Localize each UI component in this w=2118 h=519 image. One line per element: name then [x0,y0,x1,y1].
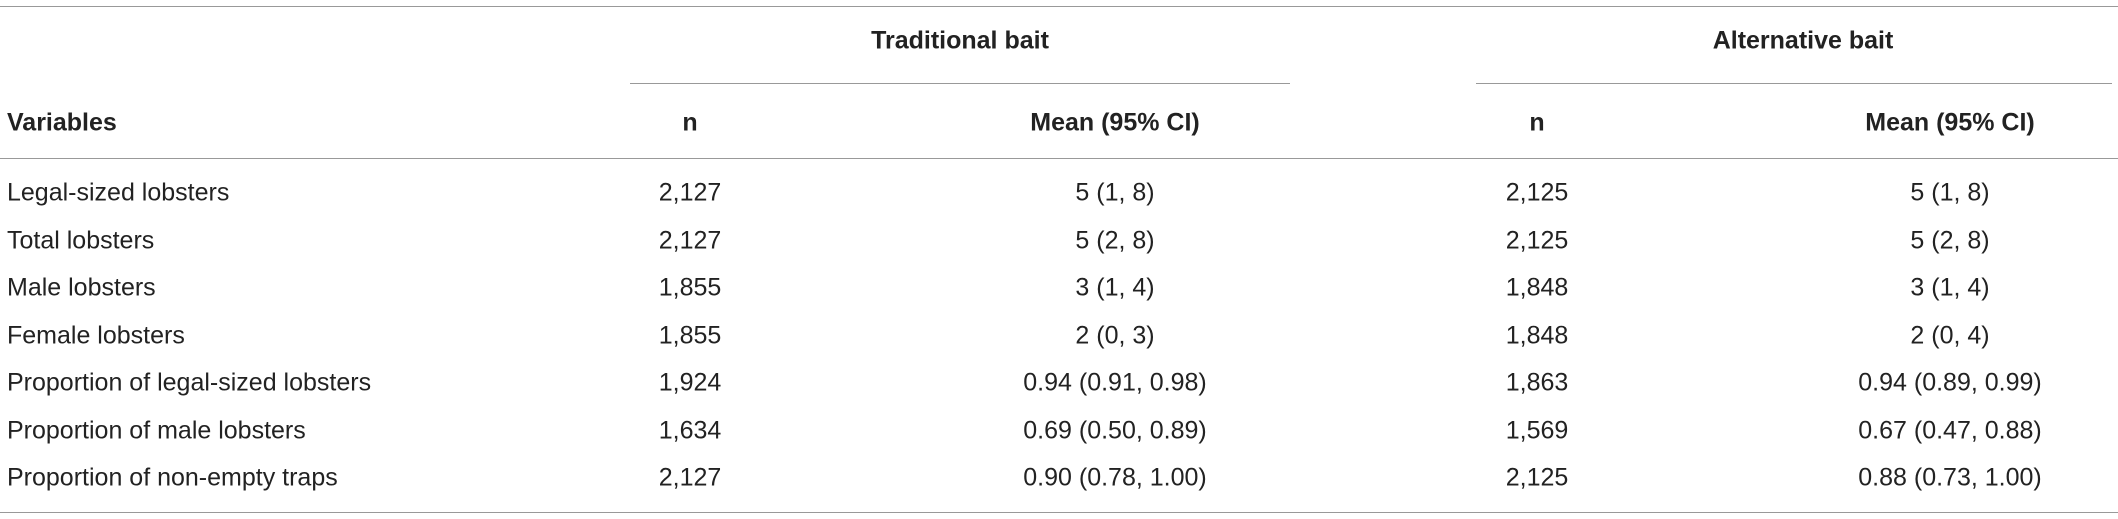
group-header: Alternative bait [1712,26,1894,55]
bottom-rule [0,512,2118,513]
cell: 0.67 (0.47, 0.88) [1858,416,2042,444]
row-label: Male lobsters [7,273,156,302]
cell: 1,634 [658,416,722,444]
cell: 0.94 (0.89, 0.99) [1858,368,2042,397]
cell: 0.90 (0.78, 1.00) [1023,463,1207,492]
cell: 1,855 [658,273,722,302]
cell: 2 (0, 4) [1910,321,1990,349]
row-label: Proportion of male lobsters [7,416,306,444]
cell: 3 (1, 4) [1075,273,1155,302]
cell: 2,125 [1505,463,1569,492]
column-header: n [1529,108,1545,137]
column-header: Mean (95% CI) [1865,108,2035,137]
cell: 2,127 [658,226,722,254]
row-label: Proportion of non-empty traps [7,463,338,492]
column-header: Mean (95% CI) [1030,108,1200,137]
cell: 2 (0, 3) [1075,321,1155,349]
cell: 1,855 [658,321,722,349]
cell: 2,127 [658,178,722,207]
cell: 1,924 [658,368,722,397]
column-header: n [682,108,698,137]
row-label: Female lobsters [7,321,185,349]
cell: 2,127 [658,463,722,492]
row-label: Proportion of legal-sized lobsters [7,368,372,397]
top-rule [0,6,2118,7]
cell: 5 (2, 8) [1075,226,1155,254]
cell: 0.94 (0.91, 0.98) [1023,368,1207,397]
cell: 0.69 (0.50, 0.89) [1023,416,1207,444]
cell: 5 (1, 8) [1910,178,1990,207]
header-rule [0,158,2118,159]
cell: 3 (1, 4) [1910,273,1990,302]
cell: 5 (2, 8) [1910,226,1990,254]
cell: 2,125 [1505,226,1569,254]
cell: 1,848 [1505,321,1569,349]
cell: 2,125 [1505,178,1569,207]
cell: 1,863 [1505,368,1569,397]
group-rule [630,83,1290,84]
cell: 1,569 [1505,416,1569,444]
cell: 5 (1, 8) [1075,178,1155,207]
row-label: Legal-sized lobsters [7,178,230,207]
column-header: Variables [7,108,117,137]
group-rule [1476,83,2112,84]
cell: 0.88 (0.73, 1.00) [1858,463,2042,492]
cell: 1,848 [1505,273,1569,302]
row-label: Total lobsters [7,226,155,254]
group-header: Traditional bait [871,26,1049,55]
